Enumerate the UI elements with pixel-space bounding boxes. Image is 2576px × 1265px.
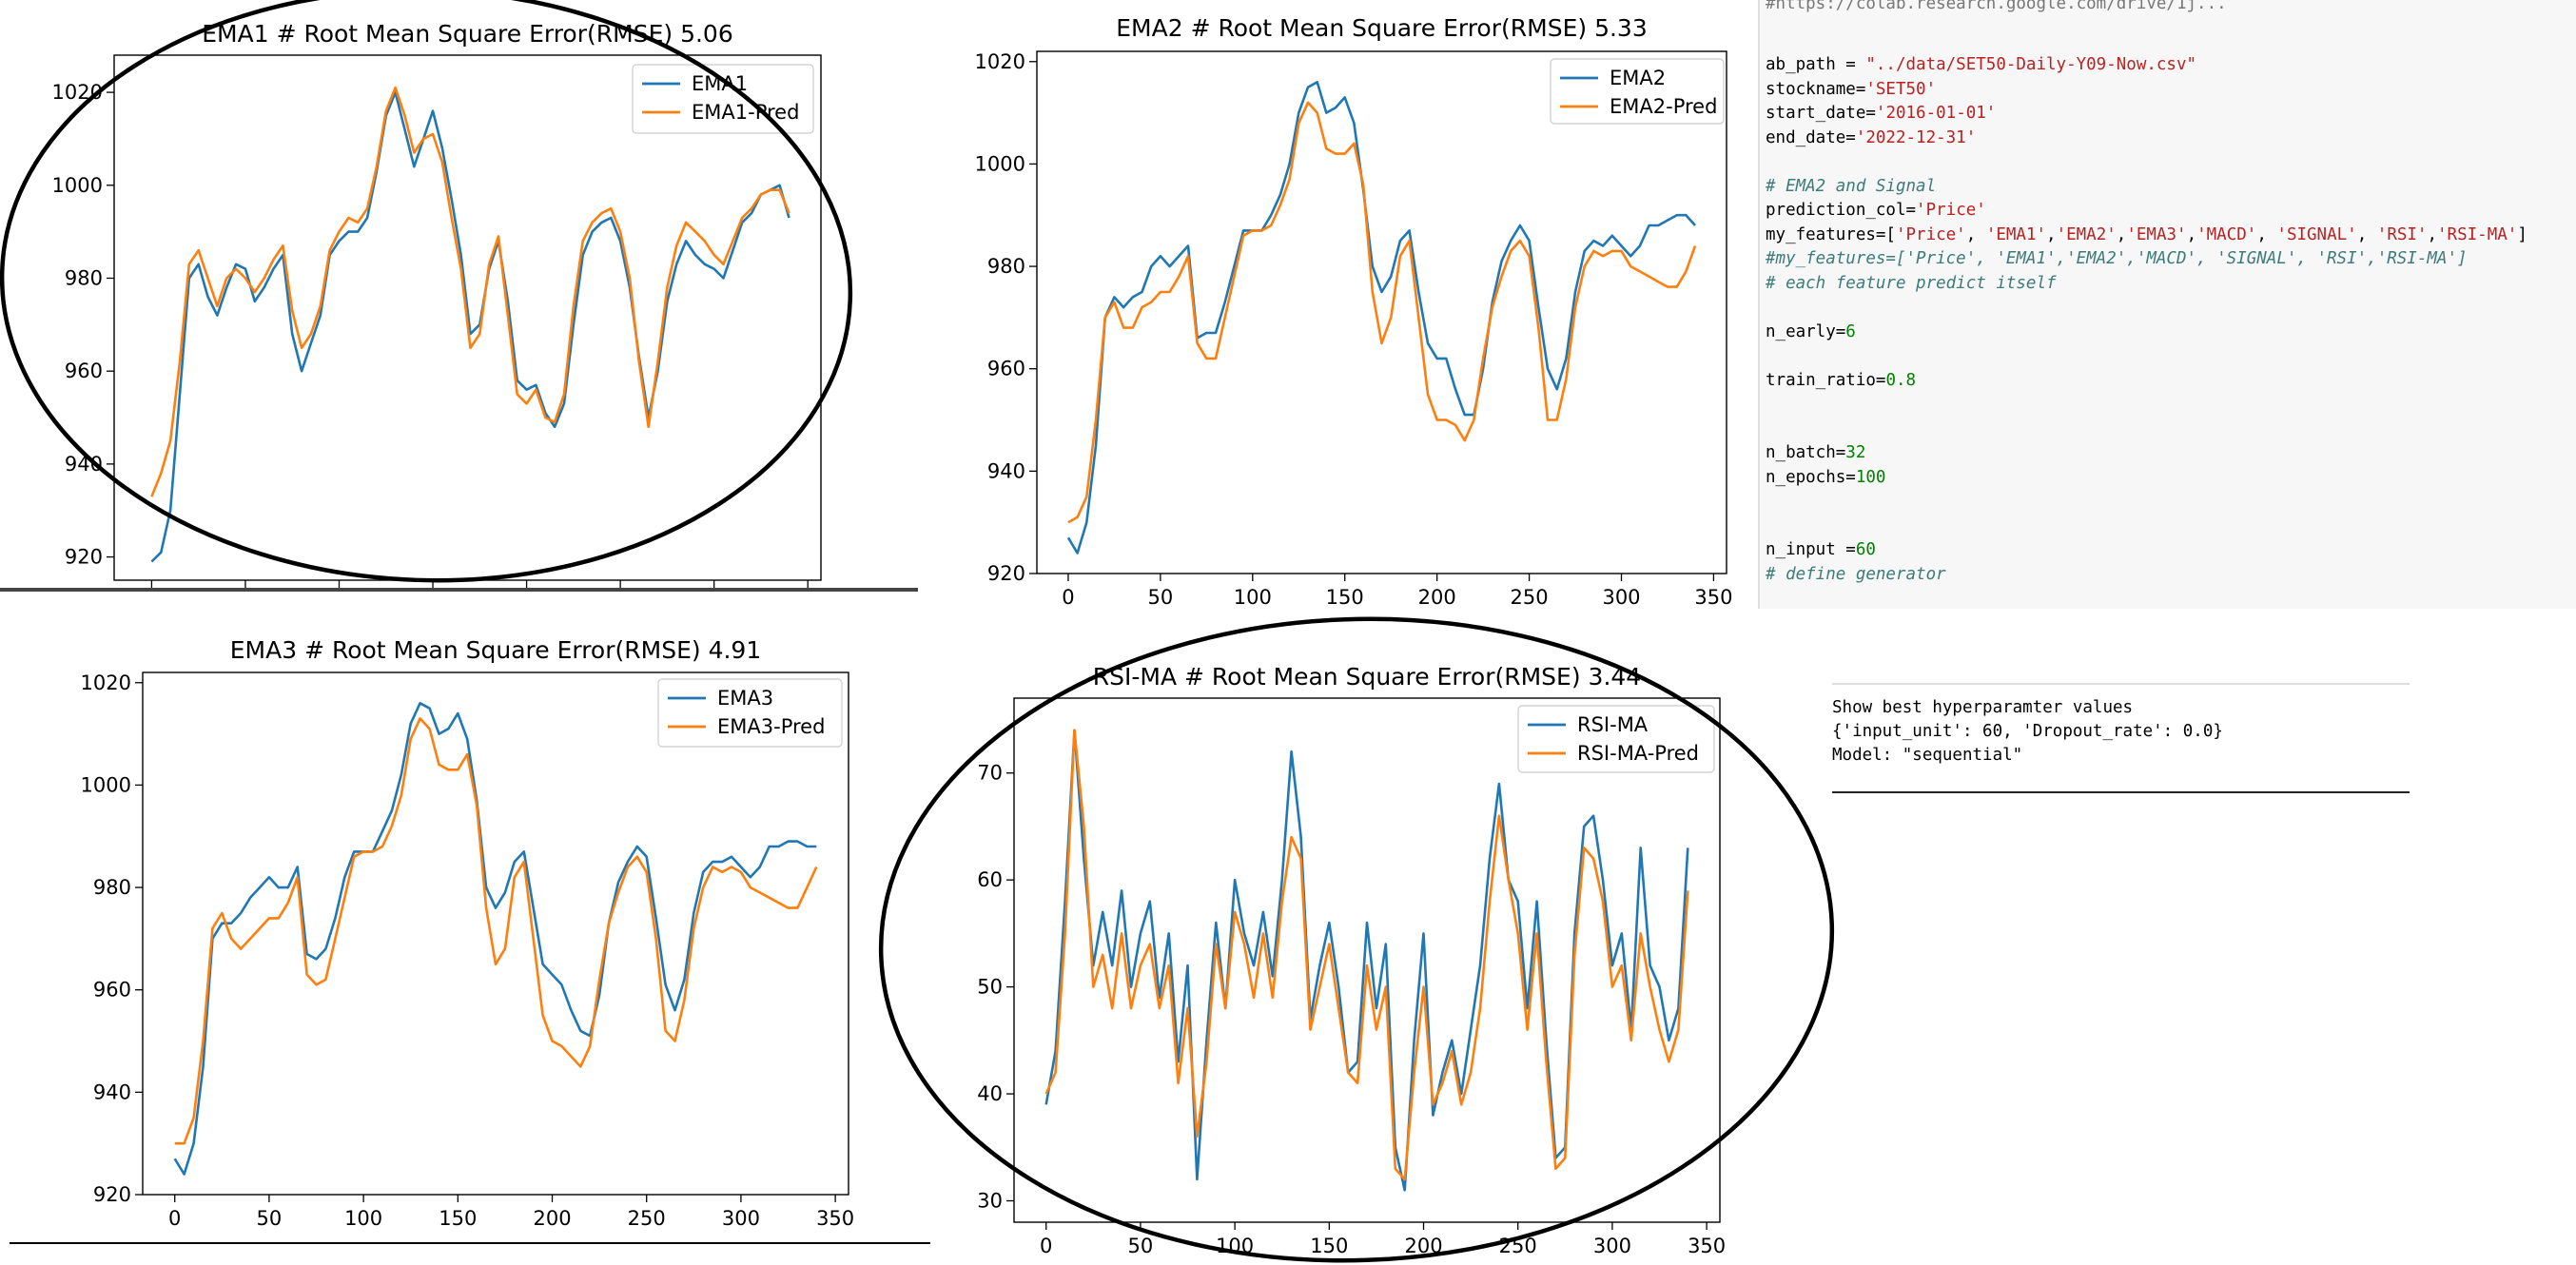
chart-title: EMA3 # Root Mean Square Error(RMSE) 4.91: [230, 636, 761, 664]
y-tick-label: 980: [987, 255, 1025, 278]
output-rule: [1832, 791, 2410, 793]
series-line: [174, 717, 818, 1145]
code-cell[interactable]: #https://colab.research.google.com/drive…: [1758, 0, 2576, 609]
x-tick-label: 200: [1418, 586, 1456, 609]
y-tick-label: 60: [977, 868, 1003, 891]
code-line: ab_path = "../data/SET50-Daily-Y09-Now.c…: [1766, 55, 2197, 74]
x-tick-label: 0: [168, 1207, 181, 1230]
series-line: [1044, 729, 1689, 1181]
annotation-ellipse: [0, 0, 853, 583]
x-tick-label: 100: [1234, 586, 1272, 609]
output-top-rule: [1832, 683, 2410, 685]
plot-frame: [142, 671, 849, 1196]
chart-2: EMA2 # Root Mean Square Error(RMSE) 5.33…: [975, 14, 1733, 609]
y-tick-label: 1000: [975, 152, 1025, 175]
y-tick-label: 940: [987, 459, 1025, 482]
code-line: n_batch=32: [1766, 443, 1866, 462]
y-tick-label: 940: [93, 1080, 131, 1103]
code-line: train_ratio=0.8: [1766, 370, 1917, 390]
y-tick-label: 980: [65, 266, 103, 289]
legend-label: EMA2-Pred: [1610, 95, 1717, 118]
code-line: stockname='SET50': [1766, 79, 1937, 99]
y-tick-label: 30: [977, 1190, 1003, 1213]
y-tick-label: 70: [977, 762, 1003, 785]
legend-label: RSI-MA: [1577, 713, 1649, 736]
code-line: my_features=['Price', 'EMA1','EMA2','EMA…: [1766, 224, 2527, 244]
series-line: [173, 701, 817, 1176]
code-line: start_date='2016-01-01': [1766, 104, 1997, 123]
code-line: # EMA2 and Signal: [1766, 176, 1937, 196]
chart-1: EMA1 # Root Mean Square Error(RMSE) 5.06…: [52, 20, 822, 588]
legend-box: [657, 678, 843, 748]
code-line: end_date='2022-12-31': [1766, 127, 1977, 147]
x-tick-label: 200: [533, 1207, 571, 1230]
annotation-ellipse: [878, 616, 1835, 1263]
x-tick-label: 0: [1062, 586, 1074, 609]
legend-label: RSI-MA-Pred: [1577, 742, 1699, 765]
y-tick-label: 960: [65, 360, 103, 382]
y-tick-label: 920: [987, 562, 1025, 585]
y-tick-label: 1000: [81, 773, 131, 796]
output-cell: Show best hyperparamter values {'input_u…: [1825, 683, 2410, 797]
series-line: [1044, 729, 1689, 1192]
x-tick-label: 250: [1511, 586, 1549, 609]
y-tick-label: 920: [93, 1183, 131, 1206]
legend-box: [1517, 705, 1715, 773]
y-tick-label: 50: [977, 976, 1003, 999]
chart-3: EMA3 # Root Mean Square Error(RMSE) 4.91…: [81, 636, 855, 1230]
legend-label: EMA3: [717, 687, 773, 710]
code-cutoff-line: #https://colab.research.google.com/drive…: [1766, 0, 2227, 13]
x-tick-label: 300: [1602, 586, 1640, 609]
output-line: {'input_unit': 60, 'Dropout_rate': 0.0}: [1832, 722, 2223, 741]
series-line: [150, 86, 790, 497]
y-tick-label: 980: [93, 876, 131, 899]
chart-4: RSI-MA # Root Mean Square Error(RMSE) 3.…: [977, 663, 1726, 1257]
y-tick-label: 920: [65, 546, 103, 569]
code-line: n_input =60: [1766, 540, 1876, 559]
x-tick-label: 250: [628, 1207, 666, 1230]
series-line: [150, 90, 790, 563]
code-line: n_epochs=100: [1766, 467, 1886, 487]
y-tick-label: 1020: [52, 81, 103, 104]
chart-title: RSI-MA # Root Mean Square Error(RMSE) 3.…: [1093, 663, 1641, 691]
x-tick-label: 50: [1148, 586, 1174, 609]
output-line: Show best hyperparamter values: [1832, 698, 2134, 717]
output-line: Model: "sequential": [1832, 746, 2023, 765]
series-line: [1067, 101, 1697, 524]
x-tick-label: 350: [816, 1207, 854, 1230]
x-tick-label: 300: [722, 1207, 760, 1230]
x-tick-label: 300: [1593, 1235, 1631, 1257]
plot-frame: [1013, 697, 1721, 1223]
series-line: [1066, 81, 1696, 555]
y-tick-label: 960: [93, 979, 131, 1002]
plot-frame: [1036, 50, 1727, 574]
code-line: # define generator: [1766, 564, 1946, 584]
x-tick-label: 50: [257, 1207, 283, 1230]
code-line: prediction_col='Price': [1766, 201, 1986, 220]
x-tick-label: 350: [1688, 1235, 1726, 1257]
chart-title: EMA2 # Root Mean Square Error(RMSE) 5.33: [1116, 14, 1647, 42]
y-tick-label: 960: [987, 358, 1025, 380]
x-tick-label: 150: [439, 1207, 477, 1230]
code-line: # each feature predict itself: [1766, 273, 2057, 293]
legend-label: EMA1-Pred: [692, 101, 799, 124]
x-tick-label: 350: [1694, 586, 1732, 609]
x-tick-label: 0: [1040, 1235, 1052, 1257]
y-tick-label: 1020: [81, 671, 131, 694]
code-line: #my_features=['Price', 'EMA1','EMA2','MA…: [1766, 249, 2468, 268]
y-tick-label: 1000: [52, 174, 103, 197]
code-line: n_early=6: [1766, 321, 1856, 341]
legend-label: EMA3-Pred: [717, 715, 825, 738]
x-tick-label: 150: [1326, 586, 1364, 609]
y-tick-label: 40: [977, 1082, 1003, 1105]
x-tick-label: 100: [344, 1207, 382, 1230]
chart-title: EMA1 # Root Mean Square Error(RMSE) 5.06: [202, 20, 732, 48]
x-tick-label: 50: [1128, 1235, 1154, 1257]
legend-label: EMA2: [1610, 67, 1666, 89]
y-tick-label: 1020: [975, 50, 1025, 73]
x-tick-label: 150: [1310, 1235, 1348, 1257]
